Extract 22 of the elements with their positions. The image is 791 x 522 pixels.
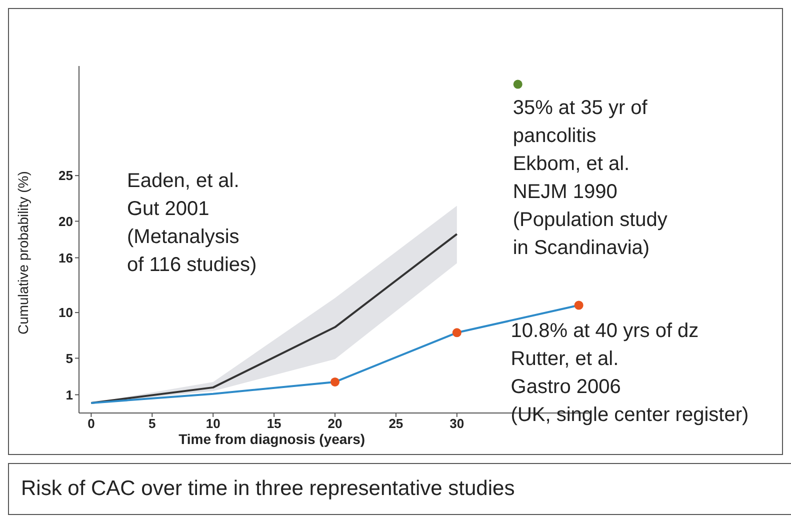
point	[330, 377, 340, 386]
text: Risk of CAC over time in three representative studies	[8, 463, 791, 515]
y-tick-label: 25	[58, 168, 73, 184]
point	[574, 300, 584, 310]
point	[452, 328, 462, 338]
y-tick-label: 20	[58, 214, 73, 229]
x-tick-label: 15	[266, 416, 282, 432]
x-tick-label: 30	[450, 416, 464, 432]
x-tick-label: 25	[388, 416, 404, 432]
annotation: 35% at 35 yr of pancolitis Ekbom, et al. NEJM 1990 (Population study in Scandinavia)	[512, 96, 668, 262]
x-axis-title: Time from diagnosis (years)	[178, 431, 366, 447]
y-axis-title: Cumulative probability (%)	[14, 171, 31, 334]
x-tick-label: 10	[206, 416, 220, 432]
y-tick-label: 10	[58, 305, 73, 320]
x-tick-label: 5	[148, 416, 156, 432]
y-tick-label: 16	[58, 250, 73, 266]
annotation: Eaden, et al. Gut 2001 (Metanalysis of 116 studies)	[127, 169, 257, 278]
x-tick-label: 20	[328, 416, 342, 432]
y-tick-label: 5	[66, 350, 73, 366]
point	[513, 80, 522, 89]
x-tick-label: 0	[88, 416, 95, 432]
y-tick-label: 1	[66, 387, 73, 402]
